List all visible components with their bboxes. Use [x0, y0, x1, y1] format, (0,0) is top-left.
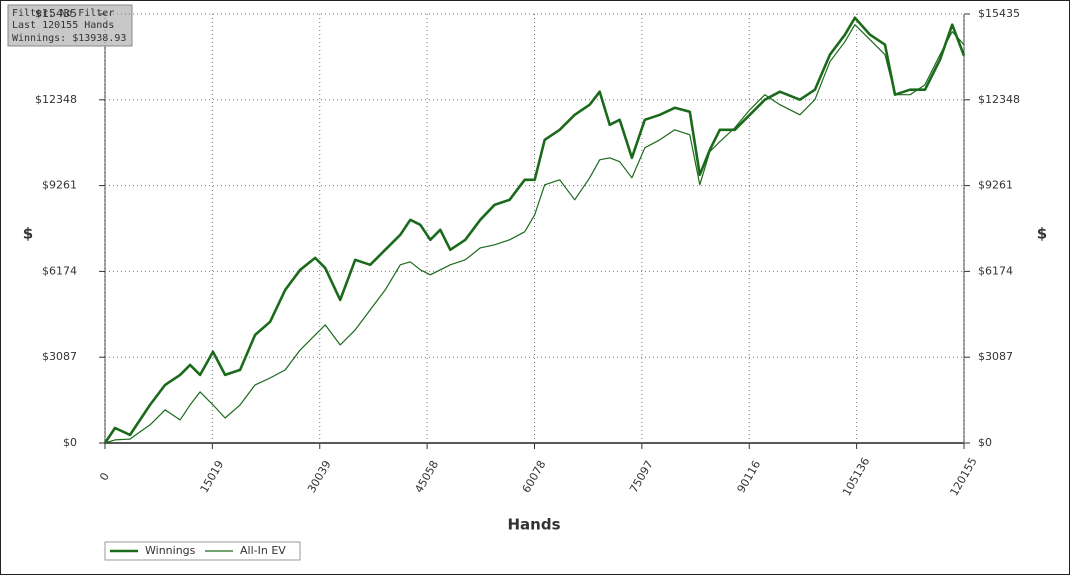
y-tick-label: $3087 — [42, 350, 77, 363]
series-line — [103, 16, 966, 444]
x-axis-title: Hands — [507, 516, 560, 534]
info-background — [7, 4, 133, 47]
y-tick-label: $6174 — [42, 264, 77, 277]
series-line — [104, 24, 965, 444]
y2-tick-label: $6174 — [978, 264, 1013, 277]
y2-tick-label: $9261 — [978, 179, 1013, 192]
info-winnings: Winnings: $13938.93 — [12, 33, 126, 44]
legend-box — [104, 541, 301, 561]
legend-label: Winnings — [145, 544, 196, 557]
legend-label: All-In EV — [240, 544, 286, 557]
y-tick-label: $15435 — [35, 7, 77, 20]
y2-tick-label: $0 — [978, 436, 992, 449]
y-tick-label: $0 — [63, 436, 77, 449]
y-axis-title: $ — [23, 225, 33, 243]
info-box: Filter: No Filter Last 120155 Hands Winn… — [7, 4, 133, 47]
info-hands: Last 120155 Hands — [12, 20, 114, 31]
y2-tick-label: $12348 — [978, 93, 1020, 106]
y-tick-label: $9261 — [42, 179, 77, 192]
y2-tick-label: $15435 — [978, 7, 1020, 20]
y2-tick-label: $3087 — [978, 350, 1013, 363]
y2-axis-title: $ — [1037, 225, 1047, 243]
info-filter: Filter: No Filter — [12, 8, 114, 19]
legend: Winnings All-In EV — [104, 541, 301, 561]
y-tick-label: $12348 — [35, 93, 77, 106]
